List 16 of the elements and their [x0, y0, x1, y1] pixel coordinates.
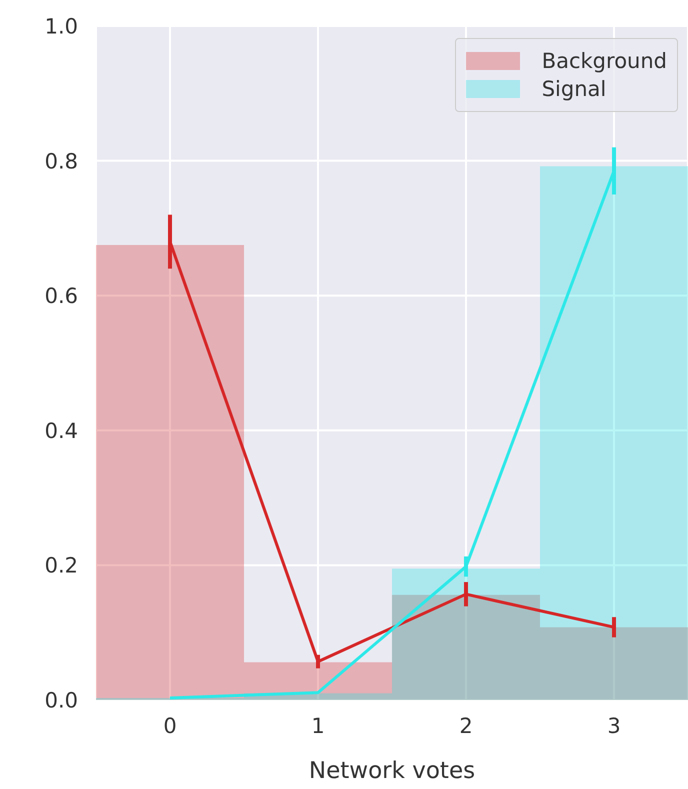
- x-axis-title: Network votes: [308, 758, 476, 784]
- x-tick-label: 0: [163, 714, 177, 738]
- y-tick-label: 0.0: [44, 688, 78, 712]
- x-tick-label: 3: [607, 714, 621, 738]
- y-tick-label: 0.8: [44, 149, 78, 174]
- y-tick-label: 0.4: [44, 418, 78, 443]
- bar: [96, 245, 244, 700]
- legend-label: Background: [542, 49, 667, 73]
- y-tick-label: 1.0: [44, 14, 78, 38]
- x-tick-label: 2: [459, 714, 473, 738]
- bar: [392, 568, 540, 700]
- legend-label: Signal: [542, 77, 606, 101]
- bar: [540, 166, 688, 700]
- y-tick-label: 0.2: [44, 554, 78, 578]
- x-tick-label: 1: [311, 714, 325, 738]
- y-tick-label: 0.6: [44, 284, 78, 308]
